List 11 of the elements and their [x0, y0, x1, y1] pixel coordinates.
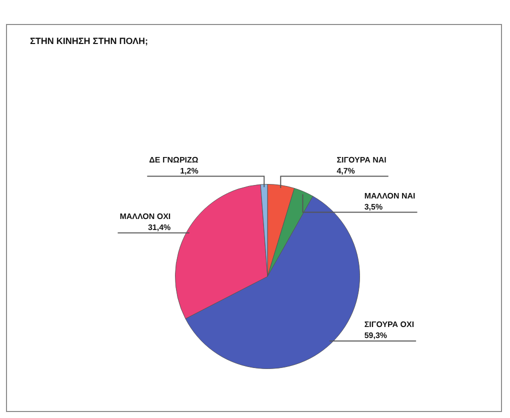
data-label: 59,3%	[364, 331, 388, 340]
data-label: 3,5%	[364, 202, 383, 212]
chart-title: ΣΤΗΝ ΚΙΝΗΣΗ ΣΤΗΝ ΠΟΛΗ;	[30, 36, 148, 46]
slice-label: ΔΕ ΓΝΩΡΙΖΩ	[149, 155, 199, 164]
slice-label: ΜΑΛΛΟΝ ΟΧΙ	[120, 212, 171, 221]
slice-label: ΣΙΓΟΥΡΑ ΟΧΙ	[364, 320, 414, 330]
data-label: 1,2%	[180, 166, 198, 176]
slice-label: ΜΑΛΛΟΝ ΝΑΙ	[364, 191, 416, 200]
data-label: 4,7%	[336, 166, 355, 176]
data-label: 31,4%	[148, 222, 171, 232]
slice-label: ΣΙΓΟΥΡΑ ΝΑΙ	[336, 155, 386, 164]
